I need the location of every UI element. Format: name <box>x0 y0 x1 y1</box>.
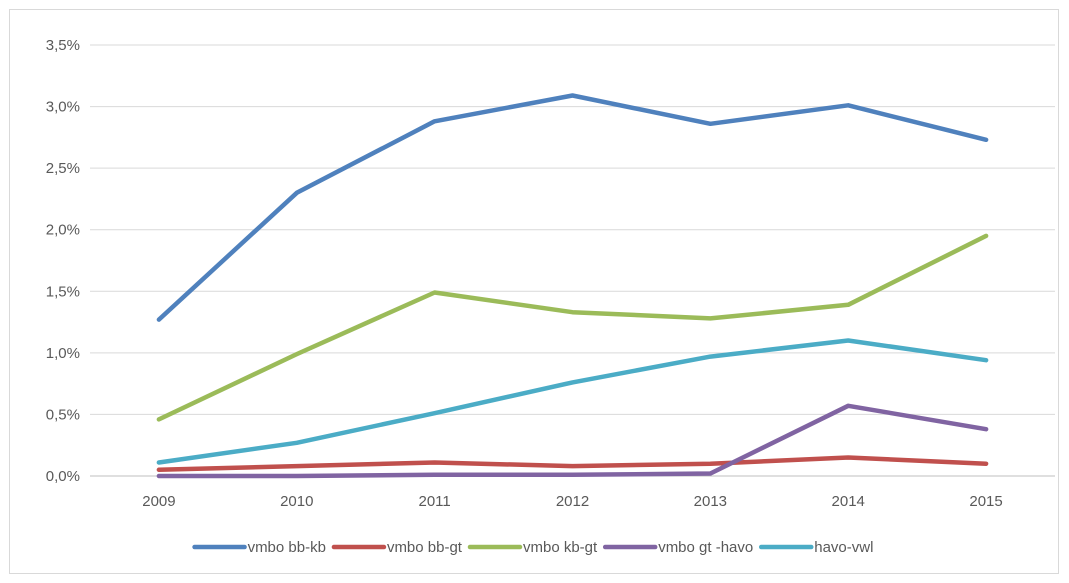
y-tick-label: 0,0% <box>46 468 80 485</box>
legend-entry: vmbo bb-gt <box>331 539 463 556</box>
y-tick-label: 2,5% <box>46 160 80 177</box>
y-tick-label: 3,0% <box>46 99 80 116</box>
legend-entry: havo-vwl <box>758 539 873 556</box>
series-line-vmbo-bb-kb <box>156 93 989 322</box>
legend-label: vmbo kb-gt <box>523 539 598 556</box>
x-tick-label: 2012 <box>556 493 589 510</box>
x-axis-tick-labels: 2009 2010 2011 2012 2013 2014 2015 <box>142 493 1003 510</box>
x-tick-label: 2009 <box>142 493 175 510</box>
legend-label: havo-vwl <box>814 539 873 556</box>
y-tick-label: 0,5% <box>46 406 80 423</box>
legend-entry: vmbo gt -havo <box>602 539 753 556</box>
series-line-havo-vwl <box>156 338 989 465</box>
legend: vmbo bb-kb vmbo bb-gt vmbo kb-gt vmbo gt -h… <box>192 539 873 556</box>
chart-area: 0,0% 0,5% 1,0% 1,5% 2,0% 2,5% 3,0% 3,5% 2009 201… <box>9 9 1059 574</box>
x-tick-label: 2010 <box>280 493 313 510</box>
legend-entry: vmbo bb-kb <box>192 539 326 556</box>
series-lines <box>156 93 989 479</box>
x-tick-label: 2013 <box>694 493 727 510</box>
x-tick-label: 2014 <box>832 493 865 510</box>
x-tick-label: 2015 <box>969 493 1002 510</box>
legend-label: vmbo bb-kb <box>248 539 326 556</box>
y-tick-label: 1,0% <box>46 345 80 362</box>
legend-label: vmbo gt -havo <box>658 539 753 556</box>
legend-entry: vmbo kb-gt <box>467 539 598 556</box>
series-line-vmbo-kb-gt <box>156 233 989 422</box>
legend-label: vmbo bb-gt <box>387 539 463 556</box>
gridlines <box>90 44 1055 477</box>
series-line-vmbo-bb-gt <box>156 455 989 473</box>
y-tick-label: 1,5% <box>46 283 80 300</box>
y-axis-tick-labels: 0,0% 0,5% 1,0% 1,5% 2,0% 2,5% 3,0% 3,5% <box>46 37 80 485</box>
y-tick-label: 3,5% <box>46 37 80 54</box>
series-line-vmbo-gt-havo <box>156 403 989 479</box>
y-tick-label: 2,0% <box>46 222 80 239</box>
line-chart: 0,0% 0,5% 1,0% 1,5% 2,0% 2,5% 3,0% 3,5% 2009 201… <box>46 37 1055 556</box>
x-tick-label: 2011 <box>419 493 451 510</box>
